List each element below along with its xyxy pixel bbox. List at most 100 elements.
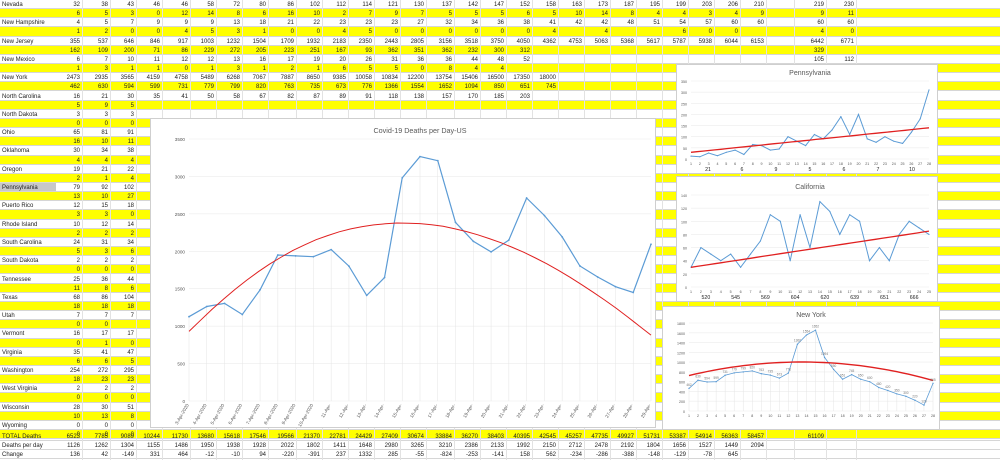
cell[interactable]: 2 [76,230,80,237]
cell[interactable] [768,450,794,458]
cell[interactable]: 7785 [94,434,108,440]
cell[interactable] [610,92,636,100]
cell[interactable] [348,101,374,109]
cell[interactable]: 4758 [174,75,188,82]
cell[interactable]: 21 [287,20,294,27]
cell[interactable]: 0 [130,422,134,429]
cell[interactable]: 3 [104,212,108,219]
row-label[interactable] [0,357,56,365]
cell[interactable]: 121 [387,2,398,8]
cell[interactable]: 173 [597,2,608,8]
cell[interactable]: 2 [104,230,108,237]
cell[interactable]: 5 [552,11,556,18]
row-label[interactable]: North Dakota [2,111,38,118]
cell[interactable]: 36 [497,20,504,27]
cell[interactable]: 1938 [226,443,240,450]
cell[interactable]: 8 [448,66,452,73]
row-label[interactable] [0,137,56,145]
cell[interactable]: 0 [104,395,108,402]
cell[interactable]: 10 [101,139,108,146]
cell[interactable]: 362 [387,47,398,54]
cell[interactable]: 17350 [513,75,530,82]
cell[interactable]: 0 [290,29,294,36]
cell[interactable] [242,110,268,118]
cell[interactable]: 89 [339,93,346,100]
cell[interactable]: 18 [73,377,80,384]
cell[interactable]: 58 [207,2,214,8]
row-label[interactable]: New York [2,75,28,82]
cell[interactable]: 2192 [620,443,634,450]
cell[interactable]: 195 [649,2,660,8]
cell[interactable]: 3 [104,111,108,118]
cell[interactable]: 779 [203,84,214,91]
cell[interactable]: 15406 [461,75,478,82]
cell[interactable]: 5 [474,11,478,18]
cell[interactable]: 6044 [724,38,738,45]
cell[interactable]: 17 [287,56,294,63]
cell[interactable]: 14 [207,11,214,18]
cell[interactable] [532,64,558,72]
cell[interactable]: 3565 [120,75,134,82]
cell[interactable]: 272 [229,47,240,54]
cell[interactable]: 15 [101,203,108,210]
row-label[interactable]: North Carolina [2,93,41,100]
cell[interactable] [636,46,662,54]
cell[interactable]: 16 [73,331,80,338]
cell[interactable]: 9 [184,20,188,27]
cell[interactable]: 42 [575,20,582,27]
cell[interactable]: 26 [365,56,372,63]
cell[interactable] [636,27,662,35]
cell[interactable]: 9089 [120,434,134,440]
cell[interactable]: 12 [207,56,214,63]
row-label[interactable] [0,247,56,255]
cell[interactable]: 219 [813,2,824,8]
cell[interactable]: 10 [101,194,108,201]
cell[interactable]: 167 [335,47,346,54]
cell[interactable]: 799 [229,84,240,91]
cell[interactable] [558,101,584,109]
cell[interactable]: 86 [181,47,188,54]
cell[interactable]: 2 [104,386,108,393]
cell[interactable]: 86 [287,2,294,8]
cell[interactable]: 41 [181,93,188,100]
cell[interactable]: -234 [569,452,582,459]
cell[interactable]: 86 [101,294,108,301]
cell[interactable] [610,27,636,35]
cell[interactable] [768,0,794,8]
cell[interactable]: 7 [104,313,108,320]
cell[interactable] [768,55,794,63]
cell[interactable]: 1932 [306,38,320,45]
cell[interactable]: 7 [368,11,372,18]
row-label[interactable]: New Mexico [2,56,35,63]
cell[interactable]: 38403 [487,434,504,440]
cell[interactable]: 5617 [646,38,660,45]
row-label[interactable] [0,265,56,273]
cell[interactable]: 38 [523,20,530,27]
cell[interactable]: 162 [69,47,80,54]
cell[interactable]: 41 [549,20,556,27]
cell[interactable]: 4 [552,29,556,36]
row-label[interactable]: Oregon [2,166,23,173]
cell[interactable]: 61109 [807,434,824,440]
cell[interactable]: 31 [101,239,108,246]
cell[interactable] [584,92,610,100]
cell[interactable]: 5938 [698,38,712,45]
cell[interactable]: 2 [76,175,80,182]
cell[interactable] [164,110,190,118]
cell[interactable]: 13754 [435,75,452,82]
cell[interactable]: 112 [336,2,346,8]
cell[interactable] [714,55,740,63]
cell[interactable]: 158 [545,2,556,8]
cell[interactable]: 731 [177,84,188,91]
cell[interactable]: 187 [623,2,634,8]
cell[interactable]: 5 [448,11,452,18]
cell[interactable]: 230 [843,2,854,8]
cell[interactable]: 0 [104,422,108,429]
cell[interactable]: 10244 [143,434,160,440]
cell[interactable]: 5 [368,29,372,36]
cell[interactable]: 0 [76,340,80,347]
new-york-chart[interactable]: New York 1800 1600 1400 1200 1000 800 600 400 200… [662,306,940,430]
cell[interactable]: 9 [760,11,764,18]
cell[interactable]: 462 [69,84,80,91]
cell[interactable]: 5 [104,11,108,18]
